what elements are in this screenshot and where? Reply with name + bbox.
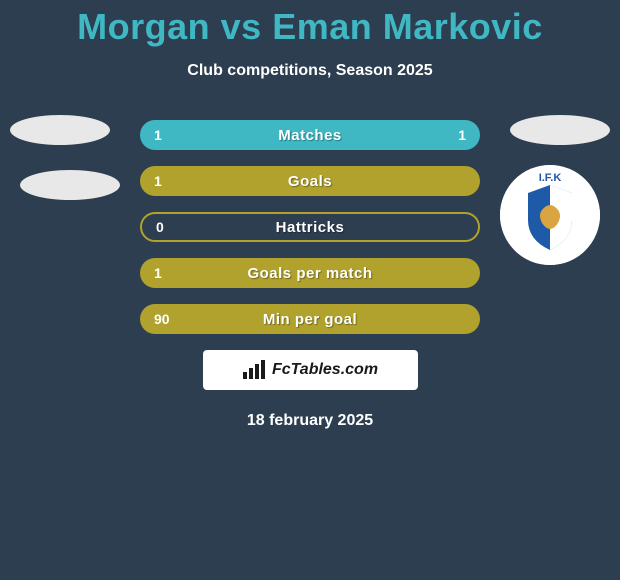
stat-row-gpm: 1 Goals per match (140, 258, 480, 288)
stat-label: Matches (278, 127, 342, 144)
stat-label: Goals per match (247, 265, 372, 282)
bars-icon (242, 360, 268, 380)
comparison-infographic: Morgan vs Eman Markovic Club competition… (0, 0, 620, 580)
ifk-crest-icon: I.F.K (500, 165, 600, 265)
stats-area: I.F.K 1 Matches 1 1 Goals 0 Hattricks 1 (0, 120, 620, 430)
stat-row-hattricks: 0 Hattricks (140, 212, 480, 242)
page-subtitle: Club competitions, Season 2025 (0, 62, 620, 80)
stat-rows: 1 Matches 1 1 Goals 0 Hattricks 1 Goals … (140, 120, 480, 334)
branding-text: FcTables.com (272, 361, 378, 379)
stat-left-value: 0 (156, 219, 164, 235)
stat-left-value: 1 (154, 127, 162, 143)
stat-row-matches: 1 Matches 1 (140, 120, 480, 150)
branding-badge: FcTables.com (203, 350, 418, 390)
stat-label: Min per goal (263, 311, 357, 328)
stat-left-value: 1 (154, 265, 162, 281)
stat-label: Goals (288, 173, 332, 190)
stat-label: Hattricks (276, 219, 345, 236)
player-left-avatar-1 (10, 115, 110, 145)
page-title: Morgan vs Eman Markovic (0, 0, 620, 48)
date-text: 18 february 2025 (0, 412, 620, 430)
player-right-avatar-1 (510, 115, 610, 145)
stat-right-value: 1 (458, 127, 466, 143)
stat-row-goals: 1 Goals (140, 166, 480, 196)
stat-left-value: 90 (154, 311, 170, 327)
crest-text: I.F.K (539, 172, 562, 184)
stat-row-mpg: 90 Min per goal (140, 304, 480, 334)
player-left-avatar-2 (20, 170, 120, 200)
stat-left-value: 1 (154, 173, 162, 189)
club-crest-right: I.F.K (500, 165, 600, 265)
